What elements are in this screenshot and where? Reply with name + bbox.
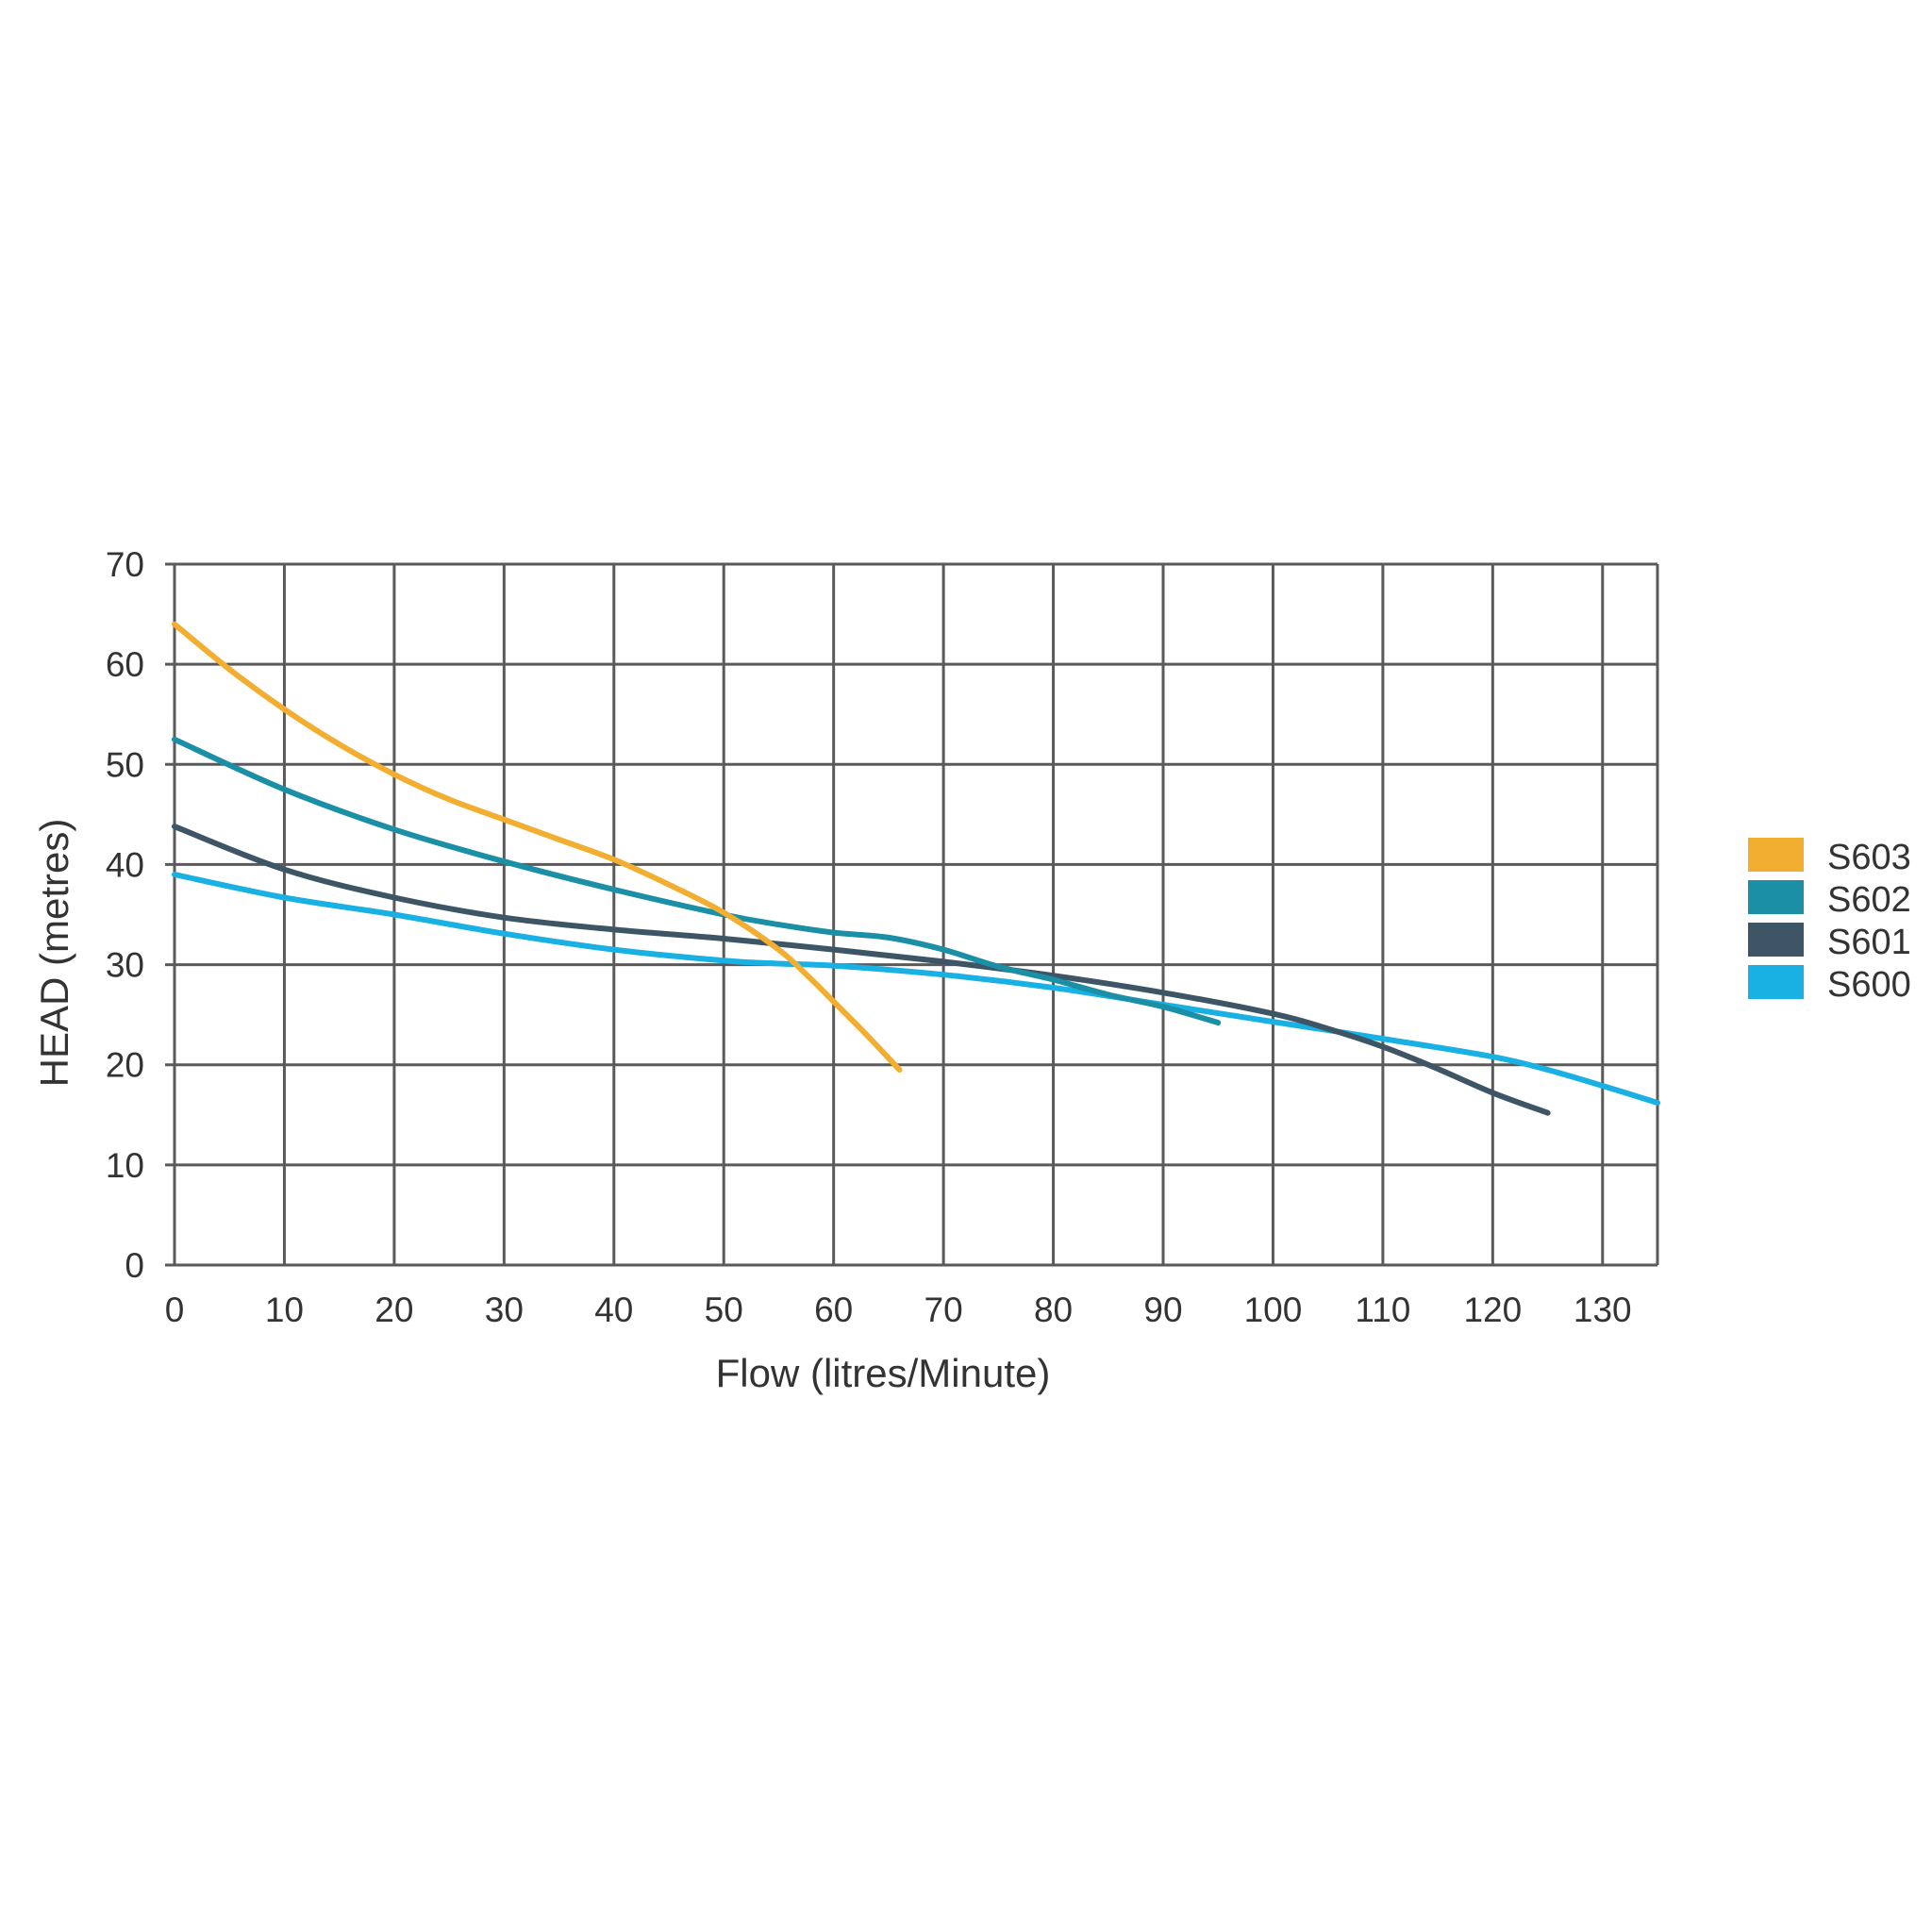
series-line-s603 [172,621,903,1073]
x-tick-label: 70 [924,1291,963,1329]
x-tick-label: 120 [1463,1291,1522,1329]
x-tick-label: 130 [1574,1291,1632,1329]
legend-swatch-s603 [1748,838,1804,872]
legend-label-s603: S603 [1827,838,1911,877]
series-line-s600 [172,872,1660,1106]
legend-label-s600: S600 [1827,965,1911,1005]
x-tick-label: 80 [1034,1291,1073,1329]
y-tick-label: 50 [106,745,144,784]
y-axis-ticks: 0 10 20 30 40 50 60 70 [106,545,144,1285]
x-tick-label: 50 [705,1291,743,1329]
x-tick-label: 30 [485,1291,524,1329]
x-tick-label: 0 [165,1291,185,1329]
x-axis-title: Flow (litres/Minute) [716,1351,1051,1395]
series-lines [172,621,1660,1116]
legend-swatch-s601 [1748,923,1804,957]
x-tick-label: 60 [814,1291,853,1329]
y-tick-label: 10 [106,1146,144,1185]
x-axis-ticks: 0 10 20 30 40 50 60 70 80 90 100 110 120 130 [165,1291,1632,1329]
grid [165,562,1659,1267]
x-tick-label: 20 [375,1291,413,1329]
series-line-s601 [172,824,1551,1116]
x-tick-label: 90 [1143,1291,1182,1329]
x-tick-label: 100 [1244,1291,1303,1329]
legend-label-s602: S602 [1827,880,1911,920]
y-tick-label: 70 [106,545,144,584]
y-axis-title: HEAD (metres) [32,819,76,1088]
legend-swatch-s600 [1748,965,1804,999]
y-tick-label: 20 [106,1046,144,1085]
y-tick-label: 40 [106,845,144,884]
x-tick-label: 110 [1355,1291,1410,1329]
series-line-s602 [172,736,1222,1026]
y-tick-label: 0 [125,1246,144,1285]
legend-label-s601: S601 [1827,923,1911,962]
y-tick-label: 30 [106,946,144,985]
x-tick-label: 40 [594,1291,633,1329]
legend-swatch-s602 [1748,880,1804,914]
y-tick-label: 60 [106,645,144,684]
x-tick-label: 10 [265,1291,304,1329]
